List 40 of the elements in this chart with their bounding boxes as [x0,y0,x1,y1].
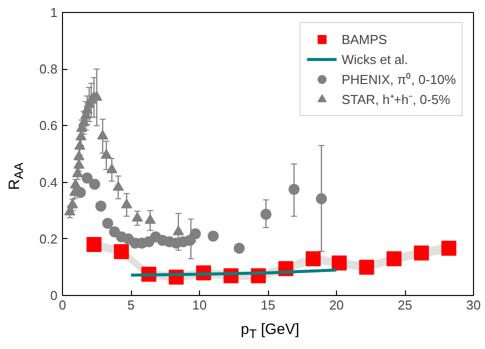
point [114,244,129,260]
point [82,172,93,184]
x-tick-label: 20 [329,298,344,312]
x-tick-label: 10 [192,298,207,312]
legend-label: STAR, h⁺+h⁻, 0-5% [342,91,450,108]
point [121,198,132,208]
point [306,251,321,266]
point [106,164,118,174]
legend-label: PHENIX, π⁰, 0-10% [342,71,456,88]
legend-label: BAMPS [342,32,388,46]
point [132,212,143,222]
point [102,218,114,229]
point [89,178,100,190]
point [86,237,102,252]
x-axis-title: p$_{T}$ [GeV] [240,320,300,343]
y-tick-label: 0.6 [39,118,58,134]
x-tick-label: 15 [260,298,276,312]
y-tick-label: 0.8 [39,62,58,77]
legend-label: Wicks et al. [342,52,408,66]
point [260,208,272,220]
point [208,230,219,242]
point [144,214,156,224]
y-tick-label: 1 [50,5,58,20]
point [172,226,184,236]
point [386,251,402,266]
y-tick-label: 0 [50,288,58,303]
y-tick-label: 0.2 [39,231,58,246]
point [95,200,106,212]
x-tick-label: 25 [398,298,412,312]
point [316,193,327,204]
point [441,240,456,256]
point [414,246,429,261]
point [359,260,374,275]
point [332,255,347,270]
point [288,184,300,195]
x-tick-label: 5 [127,298,135,312]
y-tick-label: 0.4 [39,174,58,190]
point [234,242,245,254]
point [112,181,124,191]
x-tick-label: 30 [466,298,481,312]
